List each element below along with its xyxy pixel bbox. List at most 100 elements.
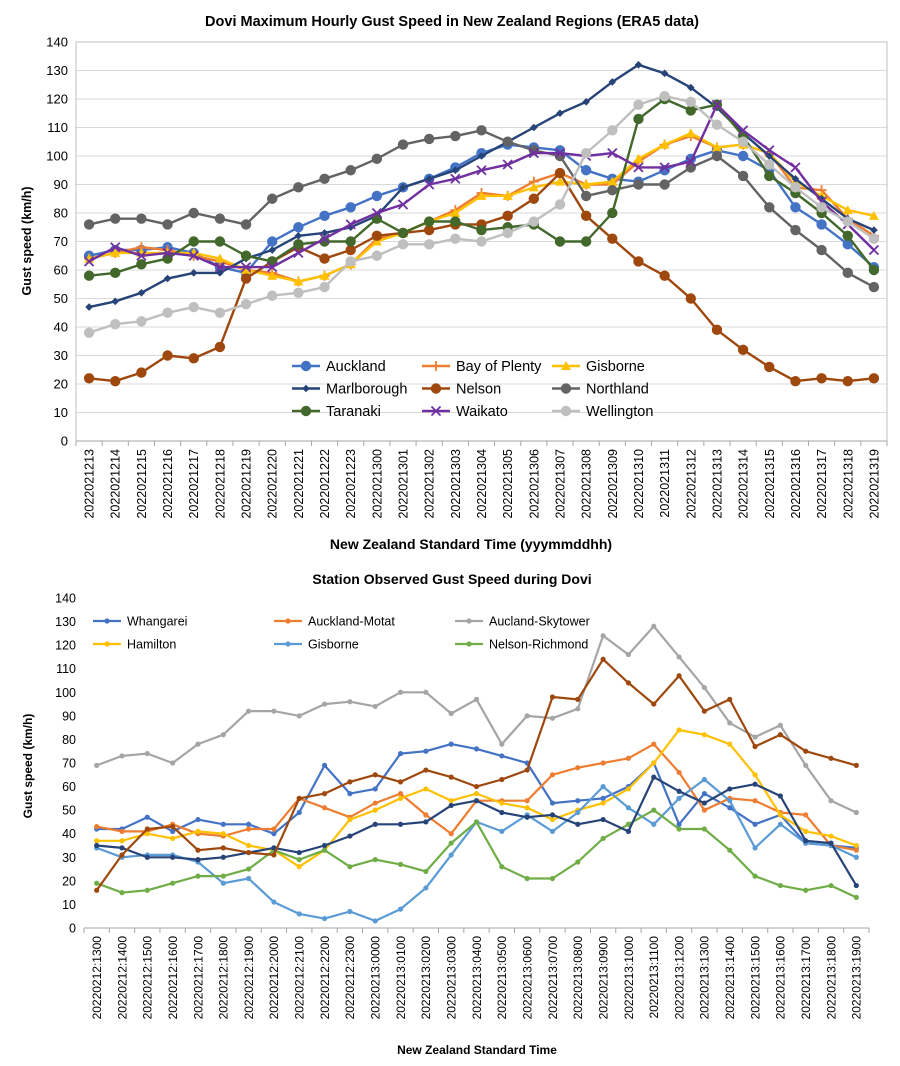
legend-label: Aucland-Skytower xyxy=(489,615,590,629)
data-point xyxy=(245,849,252,856)
series-line xyxy=(95,658,857,891)
legend-marker xyxy=(430,405,442,417)
data-point xyxy=(549,816,556,823)
data-point xyxy=(347,833,353,839)
data-point xyxy=(524,805,530,811)
data-point xyxy=(651,623,657,629)
data-point xyxy=(245,875,252,882)
data-point xyxy=(499,809,505,816)
data-point xyxy=(816,373,827,384)
data-point xyxy=(549,694,556,700)
data-point xyxy=(162,307,173,318)
legend-marker xyxy=(104,641,110,647)
data-point xyxy=(711,150,723,162)
data-point xyxy=(554,167,566,179)
data-point xyxy=(625,828,632,834)
x-tick-label: 2022021223 xyxy=(344,449,358,519)
data-point xyxy=(764,170,775,182)
data-point xyxy=(752,821,758,827)
x-tick-label: 2022021315 xyxy=(763,449,777,519)
data-point xyxy=(136,259,147,270)
data-point xyxy=(556,109,564,118)
x-tick-label: 2022021317 xyxy=(815,449,829,519)
data-point xyxy=(676,826,682,832)
data-point xyxy=(868,233,880,244)
data-point xyxy=(423,786,429,792)
data-point xyxy=(580,190,592,202)
legend-label: Auckland-Motat xyxy=(308,615,395,629)
data-point xyxy=(347,791,353,797)
data-point xyxy=(777,732,783,738)
data-point xyxy=(528,193,540,204)
data-point xyxy=(651,774,657,780)
data-point xyxy=(188,301,199,313)
data-point xyxy=(660,69,669,78)
data-point xyxy=(853,842,859,849)
data-point xyxy=(321,915,328,922)
data-point xyxy=(686,83,695,92)
data-point xyxy=(853,882,859,889)
x-tick-label: 20220213:0800 xyxy=(571,936,585,1020)
x-tick-label: 20220212:1600 xyxy=(166,936,180,1020)
data-point xyxy=(651,701,657,707)
data-point xyxy=(790,375,801,387)
data-point xyxy=(319,253,330,264)
data-point xyxy=(473,696,480,702)
x-tick-label: 2022021308 xyxy=(580,449,594,519)
data-point xyxy=(214,341,226,353)
y-tick-label: 70 xyxy=(62,757,76,771)
legend-label: Nelson xyxy=(456,382,501,398)
data-point xyxy=(214,307,226,318)
data-point xyxy=(319,210,330,222)
data-point xyxy=(347,779,353,785)
data-point xyxy=(240,273,252,284)
data-point xyxy=(711,324,723,336)
data-point xyxy=(110,247,121,257)
data-point xyxy=(476,190,487,200)
data-point xyxy=(575,765,581,771)
legend-marker xyxy=(285,618,291,624)
x-tick-label: 2022021302 xyxy=(423,449,437,519)
x-tick-label: 20220212:2300 xyxy=(343,936,357,1020)
data-point xyxy=(397,791,404,797)
x-tick-label: 20220213:0000 xyxy=(369,936,383,1020)
y-tick-label: 100 xyxy=(55,686,76,700)
legend-marker xyxy=(560,383,572,394)
data-point xyxy=(195,816,201,823)
data-point xyxy=(220,880,226,886)
data-point xyxy=(188,353,199,364)
legend-label: Taranaki xyxy=(326,404,381,420)
data-point xyxy=(293,239,304,250)
data-point xyxy=(448,798,454,804)
data-point xyxy=(853,762,859,768)
x-tick-label: 2022021304 xyxy=(475,449,489,519)
data-point xyxy=(524,767,530,773)
chart-era5-gust-speed: Dovi Maximum Hourly Gust Speed in New Ze… xyxy=(20,14,888,552)
y-tick-label: 130 xyxy=(46,63,68,78)
x-tick-label: 2022021217 xyxy=(187,449,201,519)
x-tick-label: 2022021309 xyxy=(606,449,620,519)
y-tick-label: 10 xyxy=(54,405,68,420)
data-point xyxy=(136,250,147,261)
data-point xyxy=(296,857,302,863)
data-point xyxy=(549,828,556,834)
data-point xyxy=(659,179,670,190)
y-axis-label: Gust speed (km/h) xyxy=(21,714,35,819)
data-point xyxy=(582,98,590,106)
legend-label: Auckland xyxy=(326,359,386,375)
data-point xyxy=(423,748,429,754)
data-point xyxy=(685,105,696,116)
x-tick-label: 20220213:0900 xyxy=(596,936,610,1020)
data-point xyxy=(600,633,606,639)
data-point xyxy=(625,821,632,827)
x-tick-label: 2022021305 xyxy=(501,449,515,519)
data-point xyxy=(554,236,566,247)
data-point xyxy=(473,798,480,804)
data-point xyxy=(423,812,429,818)
x-tick-label: 2022021313 xyxy=(710,449,724,519)
data-point xyxy=(816,244,827,256)
data-point xyxy=(94,762,100,768)
x-tick-label: 20220213:1700 xyxy=(799,936,813,1020)
chart-station-gust-speed: Station Observed Gust Speed during Dovi … xyxy=(21,571,870,1057)
data-point xyxy=(136,367,147,378)
